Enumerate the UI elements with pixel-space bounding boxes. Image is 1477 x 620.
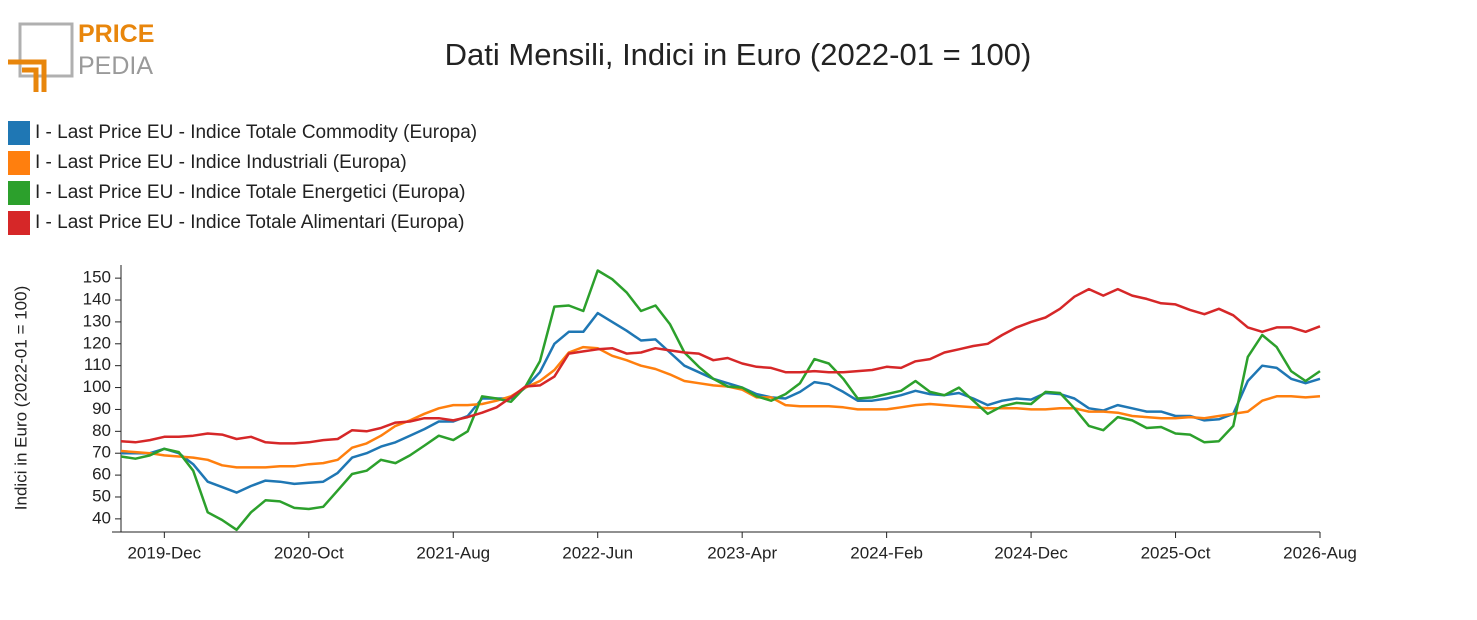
logo-bottom: PEDIA (78, 52, 153, 80)
legend: I - Last Price EU - Indice Totale Commod… (8, 121, 477, 235)
legend-swatch (8, 211, 30, 235)
y-tick-label: 130 (83, 311, 111, 330)
series-line (121, 311, 1321, 494)
chart-title: Dati Mensili, Indici in Euro (2022-01 = … (445, 37, 1032, 72)
legend-swatch (8, 121, 30, 145)
legend-swatch (8, 151, 30, 175)
series-line (120, 345, 1321, 469)
y-tick-label: 70 (92, 443, 111, 462)
logo: PRICE PEDIA (8, 20, 154, 92)
legend-swatch (8, 181, 30, 205)
y-tick-label: 150 (83, 268, 111, 287)
x-tick-label: 2022-Jun (562, 543, 633, 562)
legend-label: I - Last Price EU - Indice Totale Commod… (35, 122, 477, 143)
y-tick-label: 140 (83, 290, 111, 309)
x-tick-label: 2026-Aug (1283, 543, 1357, 562)
y-tick-label: 60 (92, 465, 111, 484)
series-line (120, 287, 1321, 445)
y-tick-label: 120 (83, 333, 111, 352)
y-tick-label: 90 (92, 399, 111, 418)
x-tick-label: 2020-Oct (274, 543, 344, 562)
y-tick-label: 50 (92, 486, 111, 505)
y-tick-label: 40 (92, 508, 111, 527)
x-tick-label: 2021-Aug (416, 543, 490, 562)
x-tick-label: 2019-Dec (127, 543, 201, 562)
logo-top: PRICE (78, 20, 154, 48)
y-tick-label: 110 (84, 355, 111, 374)
x-tick-label: 2024-Feb (850, 543, 923, 562)
series-line (120, 269, 1321, 532)
x-tick-label: 2024-Dec (994, 543, 1068, 562)
plot: 40 50 60 70 80 90 100 110 120 130 140 150 2019-Dec 20… (83, 265, 1357, 562)
y-tick-label: 100 (83, 377, 111, 396)
x-tick-label: 2023-Apr (707, 543, 777, 562)
legend-label: I - Last Price EU - Indice Totale Alimen… (35, 212, 464, 233)
legend-label: I - Last Price EU - Indice Totale Energe… (35, 182, 466, 203)
y-axis-title: Indici in Euro (2022-01 = 100) (11, 286, 30, 510)
legend-label: I - Last Price EU - Indice Industriali (… (35, 152, 407, 173)
y-tick-label: 80 (92, 421, 111, 440)
x-tick-label: 2025-Oct (1141, 543, 1211, 562)
logo-mark (8, 59, 47, 92)
